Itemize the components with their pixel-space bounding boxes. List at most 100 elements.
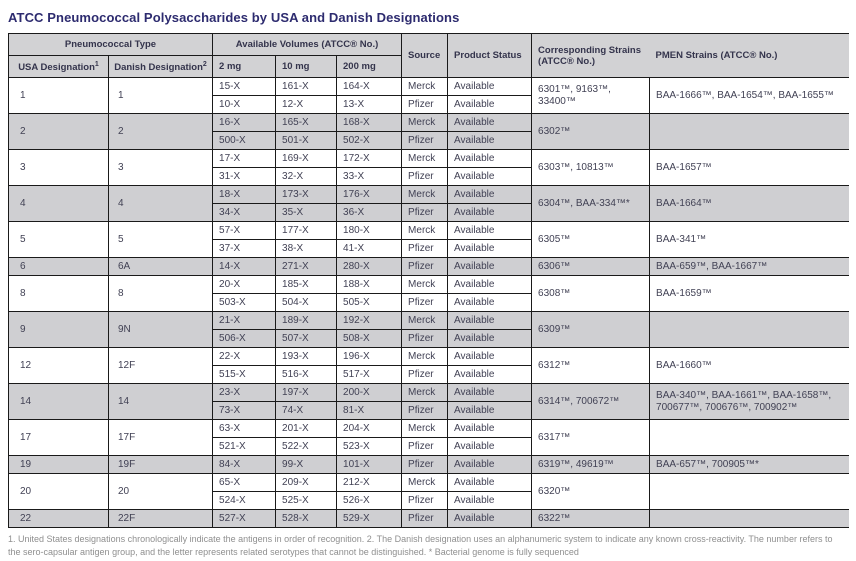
table-row: 14 14 23-X 197-X 200-X Merck Available 6314™, 7… <box>8 383 849 420</box>
table-row: 506-X 507-X 508-X Pfizer Available <box>9 329 849 348</box>
cell-status: Available <box>447 455 533 474</box>
cell-status: Available <box>447 257 533 276</box>
cell-status: Available <box>447 437 533 456</box>
cell-source: Pfizer <box>401 437 449 456</box>
cell-mg10: 185-X <box>275 275 338 294</box>
cell-pmen: BAA-1657™ <box>649 149 849 186</box>
cell-mg200: 196-X <box>336 347 403 366</box>
cell-mg200: 164-X <box>336 77 403 96</box>
cell-mg200: 526-X <box>336 491 403 510</box>
cell-strains: 6301™, 9163™, 33400™ <box>531 77 651 114</box>
cell-mg2: 63-X <box>212 419 277 438</box>
cell-mg200: 508-X <box>336 329 403 348</box>
cell-mg10: 12-X <box>275 95 338 114</box>
cell-mg2: 16-X <box>212 113 277 132</box>
cell-usa: 19 <box>8 455 109 474</box>
cell-pmen: BAA-1666™, BAA-1654™, BAA-1655™ <box>649 77 849 114</box>
cell-source: Pfizer <box>401 455 449 474</box>
cell-mg10: 161-X <box>275 77 338 96</box>
cell-status: Available <box>447 113 533 132</box>
cell-mg2: 521-X <box>212 437 277 456</box>
cell-mg200: 529-X <box>336 509 403 528</box>
table-row: 2 2 16-X 165-X 168-X Merck Available 6302™ <box>8 113 849 150</box>
cell-mg200: 523-X <box>336 437 403 456</box>
cell-strains: 6320™ <box>531 473 651 510</box>
header-source: Source <box>401 33 449 78</box>
cell-source: Pfizer <box>401 131 449 150</box>
cell-danish: 12F <box>108 347 214 384</box>
cell-source: Pfizer <box>401 239 449 258</box>
cell-status: Available <box>447 95 533 114</box>
cell-status: Available <box>447 221 533 240</box>
cell-danish: 3 <box>108 149 214 186</box>
cell-mg10: 177-X <box>275 221 338 240</box>
cell-status: Available <box>447 491 533 510</box>
table-row: 521-X 522-X 523-X Pfizer Available <box>9 437 849 456</box>
cell-mg200: 13-X <box>336 95 403 114</box>
cell-mg10: 197-X <box>275 383 338 402</box>
cell-strains: 6319™, 49619™ <box>531 455 651 474</box>
cell-usa: 2 <box>8 113 109 150</box>
cell-mg200: 180-X <box>336 221 403 240</box>
cell-danish: 4 <box>108 185 214 222</box>
cell-usa: 22 <box>8 509 109 528</box>
cell-source: Merck <box>401 311 449 330</box>
cell-usa: 9 <box>8 311 109 348</box>
cell-mg10: 165-X <box>275 113 338 132</box>
cell-mg10: 193-X <box>275 347 338 366</box>
cell-status: Available <box>447 131 533 150</box>
cell-strains: 6317™ <box>531 419 651 456</box>
cell-mg10: 35-X <box>275 203 338 222</box>
cell-source: Pfizer <box>401 167 449 186</box>
table-row: 34-X 35-X 36-X Pfizer Available <box>9 203 849 222</box>
cell-source: Pfizer <box>401 257 449 276</box>
cell-status: Available <box>447 167 533 186</box>
cell-mg2: 22-X <box>212 347 277 366</box>
cell-mg200: 176-X <box>336 185 403 204</box>
table-header: Pneumococcal Type Available Volumes (ATC… <box>7 33 849 78</box>
cell-usa: 3 <box>8 149 109 186</box>
cell-mg2: 524-X <box>212 491 277 510</box>
cell-mg10: 201-X <box>275 419 338 438</box>
cell-danish: 6A <box>108 257 214 276</box>
cell-mg10: 209-X <box>275 473 338 492</box>
cell-mg2: 17-X <box>212 149 277 168</box>
cell-usa: 17 <box>8 419 109 456</box>
cell-status: Available <box>447 401 533 420</box>
cell-pmen: BAA-657™, 700905™* <box>649 455 849 474</box>
table-row: 1 1 15-X 161-X 164-X Merck Available 6301™, 916… <box>8 77 849 114</box>
cell-status: Available <box>447 329 533 348</box>
cell-mg2: 506-X <box>212 329 277 348</box>
cell-mg10: 271-X <box>275 257 338 276</box>
cell-danish: 19F <box>108 455 214 474</box>
cell-pmen: BAA-1664™ <box>649 185 849 222</box>
table-row: 515-X 516-X 517-X Pfizer Available <box>9 365 849 384</box>
cell-danish: 8 <box>108 275 214 312</box>
cell-status: Available <box>447 383 533 402</box>
table-row: 6 6A 14-X 271-X 280-X Pfizer Available 6306™ BAA… <box>8 257 849 276</box>
cell-source: Merck <box>401 77 449 96</box>
cell-mg2: 503-X <box>212 293 277 312</box>
table-row: 3 3 17-X 169-X 172-X Merck Available 6303™, 108… <box>8 149 849 186</box>
cell-source: Pfizer <box>401 401 449 420</box>
cell-danish: 17F <box>108 419 214 456</box>
table-row: 20 20 65-X 209-X 212-X Merck Available 6320™ <box>8 473 849 510</box>
cell-usa: 4 <box>8 185 109 222</box>
cell-mg10: 169-X <box>275 149 338 168</box>
cell-status: Available <box>447 275 533 294</box>
table-row: 524-X 525-X 526-X Pfizer Available <box>9 491 849 510</box>
cell-mg2: 31-X <box>212 167 277 186</box>
cell-pmen <box>649 311 849 348</box>
header-danish-designation: Danish Designation2 <box>108 55 214 78</box>
page-title: ATCC Pneumococcal Polysaccharides by USA… <box>8 10 460 25</box>
table-row: 503-X 504-X 505-X Pfizer Available <box>9 293 849 312</box>
cell-usa: 12 <box>8 347 109 384</box>
cell-mg200: 36-X <box>336 203 403 222</box>
cell-mg2: 500-X <box>212 131 277 150</box>
cell-mg200: 33-X <box>336 167 403 186</box>
cell-source: Merck <box>401 383 449 402</box>
cell-mg2: 57-X <box>212 221 277 240</box>
cell-source: Merck <box>401 347 449 366</box>
cell-mg2: 15-X <box>212 77 277 96</box>
